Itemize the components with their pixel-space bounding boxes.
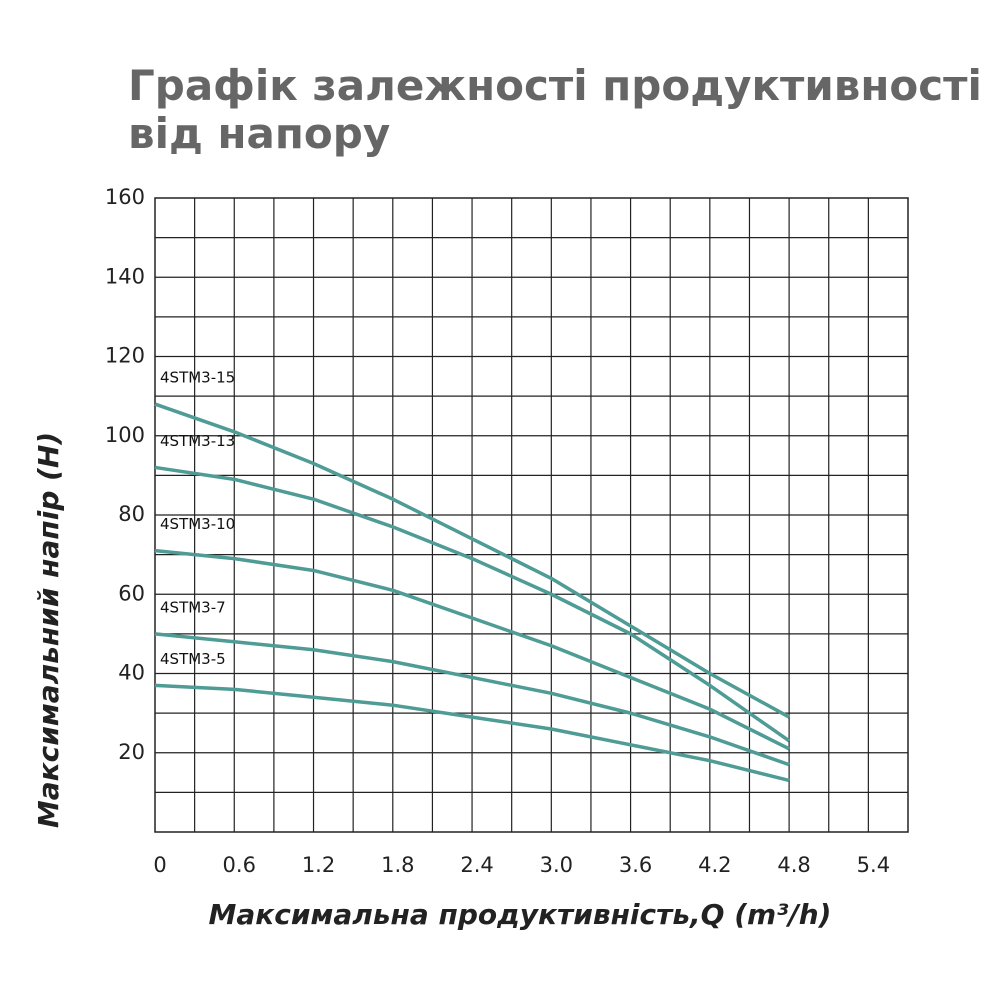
y-tick-label: 20: [118, 740, 145, 764]
y-tick-label: 60: [118, 581, 145, 605]
y-tick-label: 80: [118, 502, 145, 526]
curve: [154, 465, 791, 743]
x-tick-label: 0.6: [223, 853, 256, 877]
x-tick-label: 0: [153, 853, 166, 877]
x-tick-label: 2.4: [460, 853, 493, 877]
x-tick-label: 4.8: [777, 853, 810, 877]
x-axis-label: Максимальна продуктивність,Q (m³/h): [209, 898, 832, 931]
y-tick-label: 100: [105, 423, 145, 447]
plot-frame: [154, 197, 909, 833]
curve-label: 4STM3-15: [160, 369, 235, 387]
x-tick-label: 3.0: [540, 853, 573, 877]
curve-label: 4STM3-10: [160, 515, 235, 533]
curve-label: 4STM3-7: [160, 598, 226, 616]
y-axis-label: Максимальний напір (H): [32, 432, 65, 828]
curve: [154, 548, 790, 751]
x-tick-label: 1.2: [302, 853, 335, 877]
x-tick-label: 1.8: [381, 853, 414, 877]
y-tick-label: 140: [105, 264, 145, 288]
curve-label: 4STM3-13: [160, 432, 235, 450]
curve: [154, 632, 790, 767]
y-tick-label: 160: [105, 185, 145, 209]
curve: [154, 683, 790, 783]
x-tick-label: 5.4: [857, 853, 890, 877]
curve: [154, 402, 790, 719]
y-tick-label: 40: [118, 661, 145, 685]
y-tick-label: 120: [105, 344, 145, 368]
chart-title: Графік залежності продуктивності від нап…: [128, 61, 982, 158]
x-tick-label: 4.2: [698, 853, 731, 877]
curve-label: 4STM3-5: [160, 650, 226, 668]
x-tick-label: 3.6: [619, 853, 652, 877]
